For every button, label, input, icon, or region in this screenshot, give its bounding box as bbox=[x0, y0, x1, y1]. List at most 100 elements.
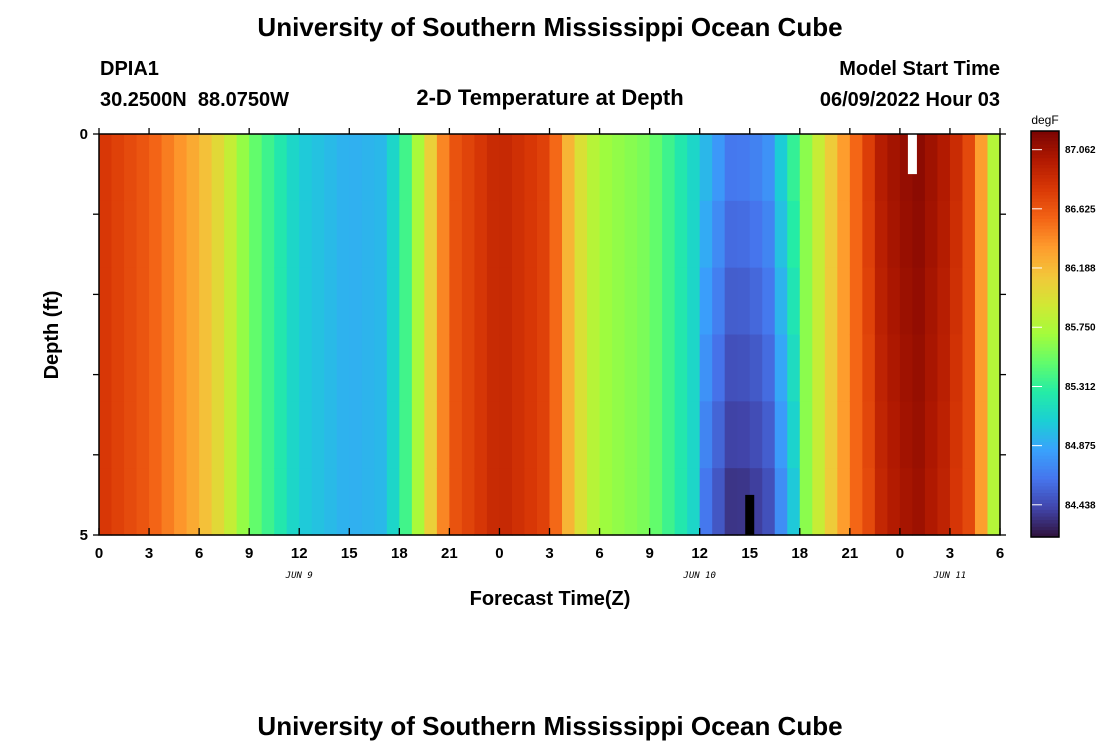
colorbar: 87.062 86.625 86.188 85.750 85.312 84.875 84.4… bbox=[1030, 130, 1096, 538]
heatmap-cell bbox=[99, 468, 113, 536]
colorbar-segment bbox=[1031, 293, 1059, 298]
x-tick-label: 6 bbox=[595, 545, 603, 562]
heatmap-cell bbox=[674, 267, 688, 336]
heatmap-cell bbox=[987, 134, 1001, 202]
heatmap-cell bbox=[261, 401, 275, 469]
heatmap-cell bbox=[899, 334, 913, 402]
heatmap-cell bbox=[224, 200, 238, 269]
heatmap-cell bbox=[787, 468, 801, 536]
colorbar-segment bbox=[1031, 354, 1059, 359]
colorbar-segment bbox=[1031, 300, 1059, 305]
heatmap-cell bbox=[749, 267, 763, 336]
colorbar-segment bbox=[1031, 432, 1059, 437]
model-start-label: Model Start Time bbox=[839, 58, 1000, 80]
colorbar-segment bbox=[1031, 381, 1059, 386]
heatmap-cell bbox=[674, 134, 688, 202]
heatmap-cell bbox=[637, 401, 651, 469]
heatmap-cell bbox=[261, 267, 275, 336]
heatmap-cell bbox=[161, 468, 175, 536]
heatmap-cell bbox=[624, 334, 638, 402]
heatmap-cell bbox=[974, 134, 989, 202]
heatmap-cell bbox=[486, 200, 501, 269]
heatmap-cell bbox=[499, 134, 513, 202]
missing-data-cell bbox=[745, 494, 755, 535]
heatmap-cell bbox=[612, 200, 626, 269]
colorbar-segment bbox=[1031, 509, 1059, 514]
heatmap-cell bbox=[411, 468, 425, 536]
heatmap-cell bbox=[574, 134, 588, 202]
colorbar-segment bbox=[1031, 435, 1059, 440]
heatmap-cell bbox=[299, 468, 313, 536]
heatmap-cell bbox=[249, 334, 263, 402]
colorbar-segment bbox=[1031, 377, 1059, 382]
heatmap-cell bbox=[874, 134, 888, 202]
heatmap-cell bbox=[887, 200, 901, 269]
colorbar-segment bbox=[1031, 371, 1059, 376]
heatmap-cell bbox=[199, 134, 213, 202]
colorbar-segment bbox=[1031, 496, 1059, 501]
heatmap-cell bbox=[649, 134, 663, 202]
colorbar-segment bbox=[1031, 472, 1059, 477]
heatmap-cell bbox=[849, 401, 863, 469]
colorbar-segment bbox=[1031, 208, 1059, 213]
colorbar-segment bbox=[1031, 266, 1059, 271]
heatmap-cell bbox=[511, 468, 526, 536]
heatmap-cell bbox=[637, 267, 651, 336]
heatmap-cell bbox=[549, 334, 563, 402]
heatmap-cell bbox=[511, 334, 526, 402]
heatmap-cell bbox=[662, 468, 676, 536]
colorbar-segment bbox=[1031, 523, 1059, 528]
heatmap-cell bbox=[624, 267, 638, 336]
colorbar-segment bbox=[1031, 438, 1059, 443]
heatmap-cell bbox=[299, 200, 313, 269]
colorbar-segment bbox=[1031, 185, 1059, 190]
heatmap-cell bbox=[699, 200, 713, 269]
heatmap-cell bbox=[612, 134, 626, 202]
heatmap-cell bbox=[186, 134, 200, 202]
y-axis: 05 bbox=[80, 126, 1006, 544]
heatmap-cell bbox=[511, 200, 526, 269]
colorbar-segment bbox=[1031, 361, 1059, 366]
heatmap-cell bbox=[124, 134, 138, 202]
heatmap-cell bbox=[962, 134, 976, 202]
heatmap-cell bbox=[849, 200, 863, 269]
heatmap-cell bbox=[199, 267, 213, 336]
heatmap-cell bbox=[186, 468, 200, 536]
heatmap-cell bbox=[962, 468, 976, 536]
heatmap-cell bbox=[461, 134, 476, 202]
heatmap-cell bbox=[374, 200, 388, 269]
heatmap-cell bbox=[737, 334, 751, 402]
heatmap-cell bbox=[536, 334, 551, 402]
colorbar-segment bbox=[1031, 499, 1059, 504]
colorbar-segment bbox=[1031, 408, 1059, 413]
heatmap-cell bbox=[399, 200, 413, 269]
heatmap-cell bbox=[511, 267, 526, 336]
colorbar-segment bbox=[1031, 418, 1059, 423]
colorbar-segment bbox=[1031, 340, 1059, 345]
heatmap-cell bbox=[912, 334, 926, 402]
heatmap-cell bbox=[461, 267, 476, 336]
colorbar-segment bbox=[1031, 489, 1059, 494]
colorbar-segment bbox=[1031, 520, 1059, 525]
heatmap-cell bbox=[662, 200, 676, 269]
colorbar-segment bbox=[1031, 154, 1059, 159]
colorbar-segment bbox=[1031, 486, 1059, 491]
heatmap-cell bbox=[887, 468, 901, 536]
heatmap-cell bbox=[99, 334, 113, 402]
heatmap-cell bbox=[937, 267, 951, 336]
heatmap-cell bbox=[149, 267, 163, 336]
heatmap-cell bbox=[824, 468, 838, 536]
heatmap-cell bbox=[712, 401, 726, 469]
x-tick-label: 0 bbox=[95, 545, 103, 562]
heatmap-cell bbox=[837, 468, 851, 536]
x-tick-label: 12 bbox=[291, 545, 308, 562]
heatmap-cell bbox=[374, 468, 388, 536]
heatmap-cell bbox=[174, 401, 188, 469]
heatmap-cell bbox=[161, 134, 175, 202]
heatmap-cell bbox=[549, 468, 563, 536]
heatmap-cell bbox=[962, 401, 976, 469]
heatmap-cell bbox=[899, 468, 913, 536]
colorbar-segment bbox=[1031, 252, 1059, 257]
colorbar-frame bbox=[1030, 130, 1060, 538]
